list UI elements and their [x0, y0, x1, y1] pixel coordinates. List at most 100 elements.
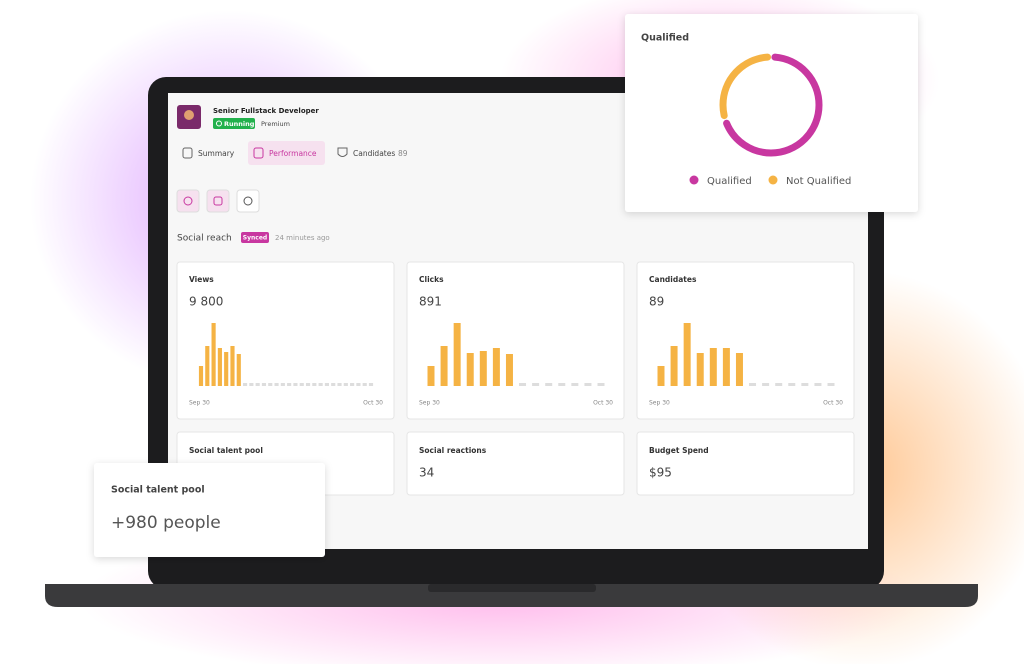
chart-card	[176, 261, 395, 420]
avatar-face	[184, 110, 194, 120]
empty-day	[762, 383, 770, 386]
plan-text: Premium	[261, 120, 290, 128]
empty-day	[788, 383, 796, 386]
bar	[211, 323, 216, 386]
card-value: 9 800	[189, 295, 223, 309]
date-end: Oct 30	[823, 400, 843, 407]
empty-day	[305, 383, 311, 386]
empty-day	[343, 383, 348, 386]
bar	[722, 348, 730, 386]
legend-dot	[768, 175, 778, 185]
instagram-icon	[213, 196, 223, 206]
empty-day	[324, 383, 330, 386]
empty-day	[299, 383, 304, 386]
instagram-button[interactable]	[206, 189, 230, 213]
empty-day	[249, 383, 254, 386]
empty-day	[827, 383, 835, 386]
status-icon	[216, 120, 222, 127]
legend-dot	[689, 175, 699, 185]
bar	[217, 348, 222, 386]
empty-day	[775, 383, 783, 386]
card-value: 89	[649, 295, 664, 309]
chart-card	[636, 261, 855, 420]
legend-label: Not Qualified	[786, 176, 851, 187]
bar	[453, 323, 461, 386]
date-end: Oct 30	[363, 400, 383, 407]
synced-badge	[241, 232, 269, 243]
empty-day	[274, 383, 279, 386]
empty-day	[362, 383, 367, 386]
stat-card	[636, 431, 855, 496]
talent-popup	[94, 463, 325, 557]
bar	[709, 348, 717, 386]
empty-day	[532, 383, 540, 386]
date-end: Oct 30	[593, 400, 613, 407]
bar	[224, 352, 229, 386]
bar	[427, 366, 435, 386]
bar	[505, 354, 513, 386]
threads-button[interactable]	[236, 189, 260, 213]
card-value: 34	[419, 466, 434, 480]
card-title: Social talent pool	[189, 446, 263, 455]
stat-card	[406, 431, 625, 496]
chart-card	[406, 261, 625, 420]
empty-day	[801, 383, 809, 386]
donut-title: Qualified	[641, 33, 689, 44]
bar	[236, 354, 241, 386]
empty-day	[356, 383, 361, 386]
tab[interactable]: Candidates	[353, 149, 395, 158]
legend-label: Qualified	[707, 176, 752, 187]
bar	[466, 353, 474, 386]
bar	[205, 346, 210, 386]
bar	[198, 366, 204, 386]
bar	[492, 348, 500, 386]
empty-day	[261, 383, 267, 386]
status-badge	[213, 118, 255, 129]
tab[interactable]: Summary	[198, 149, 235, 158]
date-start: Sep 30	[419, 400, 440, 407]
empty-day	[268, 383, 273, 386]
empty-day	[749, 383, 757, 386]
empty-day	[584, 383, 592, 386]
bar	[440, 346, 448, 386]
active-tab-bg[interactable]	[248, 141, 325, 165]
tab-icon	[182, 147, 193, 159]
facebook-button[interactable]	[176, 189, 200, 213]
empty-day	[558, 383, 566, 386]
empty-day	[571, 383, 579, 386]
card-value: $95	[649, 466, 672, 480]
bar	[696, 353, 704, 386]
donut-segment	[719, 53, 823, 157]
laptop-base	[45, 584, 978, 607]
empty-day	[318, 383, 323, 386]
qualified-card	[625, 14, 918, 212]
empty-day	[242, 383, 248, 386]
bar	[230, 346, 235, 386]
bar	[735, 353, 743, 386]
card-value: 891	[419, 295, 442, 309]
empty-day	[597, 383, 605, 386]
tab-active[interactable]: Performance	[269, 149, 317, 158]
empty-day	[293, 383, 298, 386]
empty-day	[331, 383, 336, 386]
card-title: Candidates	[649, 275, 697, 284]
empty-day	[337, 383, 342, 386]
threads-icon	[243, 196, 253, 206]
card-title: Social reactions	[419, 446, 487, 455]
empty-day	[814, 383, 822, 386]
laptop-notch	[428, 584, 596, 592]
empty-day	[287, 383, 292, 386]
empty-day	[312, 383, 317, 386]
empty-day	[545, 383, 553, 386]
synced-text: Synced	[243, 235, 267, 242]
bar	[657, 366, 665, 386]
empty-day	[368, 383, 374, 386]
card-title: Views	[189, 275, 214, 284]
job-title: Senior Fullstack Developer	[213, 107, 319, 115]
card-title: Budget Spend	[649, 446, 709, 455]
updated-text: 24 minutes ago	[275, 234, 330, 242]
bar	[683, 323, 691, 386]
popup-title: Social talent pool	[111, 485, 205, 496]
empty-day	[519, 383, 527, 386]
